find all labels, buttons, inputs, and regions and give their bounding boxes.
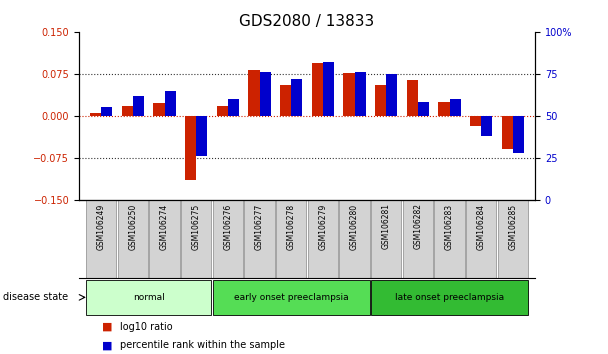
Text: GSM106280: GSM106280: [350, 204, 359, 250]
Bar: [101, 107, 112, 116]
Bar: [386, 74, 397, 116]
Text: GSM106277: GSM106277: [255, 204, 264, 250]
Text: GSM106275: GSM106275: [192, 204, 201, 250]
FancyBboxPatch shape: [181, 200, 212, 278]
Bar: [133, 96, 144, 116]
FancyBboxPatch shape: [244, 200, 275, 278]
Bar: [312, 63, 323, 116]
Text: GSM106250: GSM106250: [128, 204, 137, 250]
Bar: [280, 85, 291, 116]
FancyBboxPatch shape: [371, 280, 528, 315]
Text: disease state: disease state: [3, 292, 68, 302]
Text: GSM106284: GSM106284: [477, 204, 486, 250]
FancyBboxPatch shape: [466, 200, 496, 278]
FancyBboxPatch shape: [402, 200, 433, 278]
FancyBboxPatch shape: [213, 200, 243, 278]
Bar: [354, 72, 365, 116]
Text: GSM106282: GSM106282: [413, 204, 423, 250]
FancyBboxPatch shape: [213, 280, 370, 315]
Bar: [470, 116, 481, 126]
Bar: [375, 85, 386, 116]
Text: percentile rank within the sample: percentile rank within the sample: [120, 341, 285, 350]
FancyBboxPatch shape: [86, 280, 212, 315]
Bar: [438, 102, 449, 116]
Bar: [260, 72, 271, 116]
Text: normal: normal: [133, 293, 165, 302]
Bar: [90, 113, 101, 116]
Bar: [418, 102, 429, 116]
Text: ■: ■: [102, 341, 112, 350]
Text: GSM106249: GSM106249: [97, 204, 106, 250]
FancyBboxPatch shape: [371, 200, 401, 278]
FancyBboxPatch shape: [308, 200, 338, 278]
Bar: [165, 91, 176, 116]
Text: GSM106274: GSM106274: [160, 204, 169, 250]
Text: late onset preeclampsia: late onset preeclampsia: [395, 293, 504, 302]
Text: log10 ratio: log10 ratio: [120, 322, 173, 332]
Text: GSM106276: GSM106276: [223, 204, 232, 250]
FancyBboxPatch shape: [498, 200, 528, 278]
FancyBboxPatch shape: [118, 200, 148, 278]
Bar: [249, 70, 260, 116]
FancyBboxPatch shape: [434, 200, 465, 278]
FancyBboxPatch shape: [276, 200, 306, 278]
Bar: [513, 116, 524, 153]
Text: GSM106285: GSM106285: [508, 204, 517, 250]
FancyBboxPatch shape: [339, 200, 370, 278]
Bar: [228, 99, 239, 116]
Bar: [122, 105, 133, 116]
Bar: [502, 116, 513, 149]
Text: ■: ■: [102, 322, 112, 332]
Bar: [449, 99, 461, 116]
Text: GSM106281: GSM106281: [382, 204, 391, 250]
Bar: [217, 105, 228, 116]
Bar: [196, 116, 207, 156]
Bar: [153, 103, 165, 116]
Bar: [323, 62, 334, 116]
Text: early onset preeclampsia: early onset preeclampsia: [234, 293, 348, 302]
Bar: [407, 80, 418, 116]
Text: GSM106283: GSM106283: [445, 204, 454, 250]
FancyBboxPatch shape: [150, 200, 180, 278]
Text: GSM106279: GSM106279: [319, 204, 327, 250]
Title: GDS2080 / 13833: GDS2080 / 13833: [240, 14, 375, 29]
Text: GSM106278: GSM106278: [287, 204, 295, 250]
Bar: [481, 116, 492, 136]
Bar: [185, 116, 196, 180]
FancyBboxPatch shape: [86, 200, 116, 278]
Bar: [291, 79, 302, 116]
Bar: [344, 73, 354, 116]
